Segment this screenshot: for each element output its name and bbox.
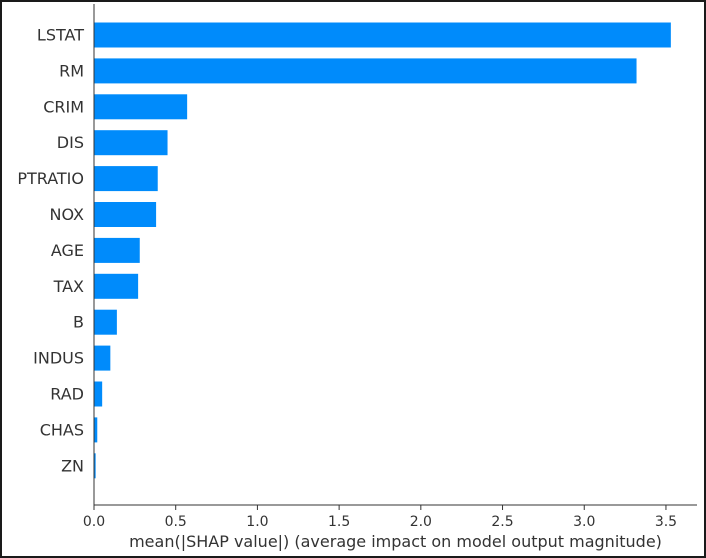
- bar-ptratio: [94, 166, 158, 192]
- x-tick-label: 3.0: [573, 514, 595, 530]
- bar-dis: [94, 130, 168, 156]
- x-tick-label: 0.0: [83, 514, 105, 530]
- x-tick-label: 1.5: [328, 514, 350, 530]
- bar-tax: [94, 273, 139, 299]
- y-tick-label-lstat: LSTAT: [37, 26, 84, 45]
- y-tick-label-zn: ZN: [61, 456, 84, 475]
- bar-zn: [94, 453, 96, 479]
- x-tick-label: 0.5: [165, 514, 187, 530]
- y-tick-label-ptratio: PTRATIO: [17, 169, 84, 188]
- y-tick-label-chas: CHAS: [40, 420, 84, 439]
- bar-b: [94, 309, 117, 335]
- bar-age: [94, 237, 140, 263]
- x-axis-label: mean(|SHAP value|) (average impact on mo…: [129, 532, 662, 551]
- x-tick-label: 2.0: [410, 514, 432, 530]
- y-tick-label-tax: TAX: [53, 277, 84, 296]
- x-tick-label: 1.0: [246, 514, 268, 530]
- bar-crim: [94, 94, 188, 120]
- y-tick-label-dis: DIS: [57, 133, 84, 152]
- y-tick-label-crim: CRIM: [43, 97, 84, 116]
- x-tick-label: 2.5: [491, 514, 513, 530]
- y-tick-label-indus: INDUS: [33, 349, 84, 368]
- x-tick-label: 3.5: [655, 514, 677, 530]
- bar-nox: [94, 202, 157, 227]
- bar-rm: [94, 58, 637, 84]
- bar-chas: [94, 417, 98, 443]
- y-tick-label-rad: RAD: [50, 385, 84, 404]
- y-tick-label-age: AGE: [51, 241, 84, 260]
- y-tick-label-rm: RM: [59, 61, 84, 80]
- bar-lstat: [94, 22, 671, 48]
- y-tick-label-nox: NOX: [50, 205, 85, 224]
- y-tick-label-b: B: [73, 313, 84, 332]
- bar-rad: [94, 381, 103, 407]
- bar-indus: [94, 345, 111, 371]
